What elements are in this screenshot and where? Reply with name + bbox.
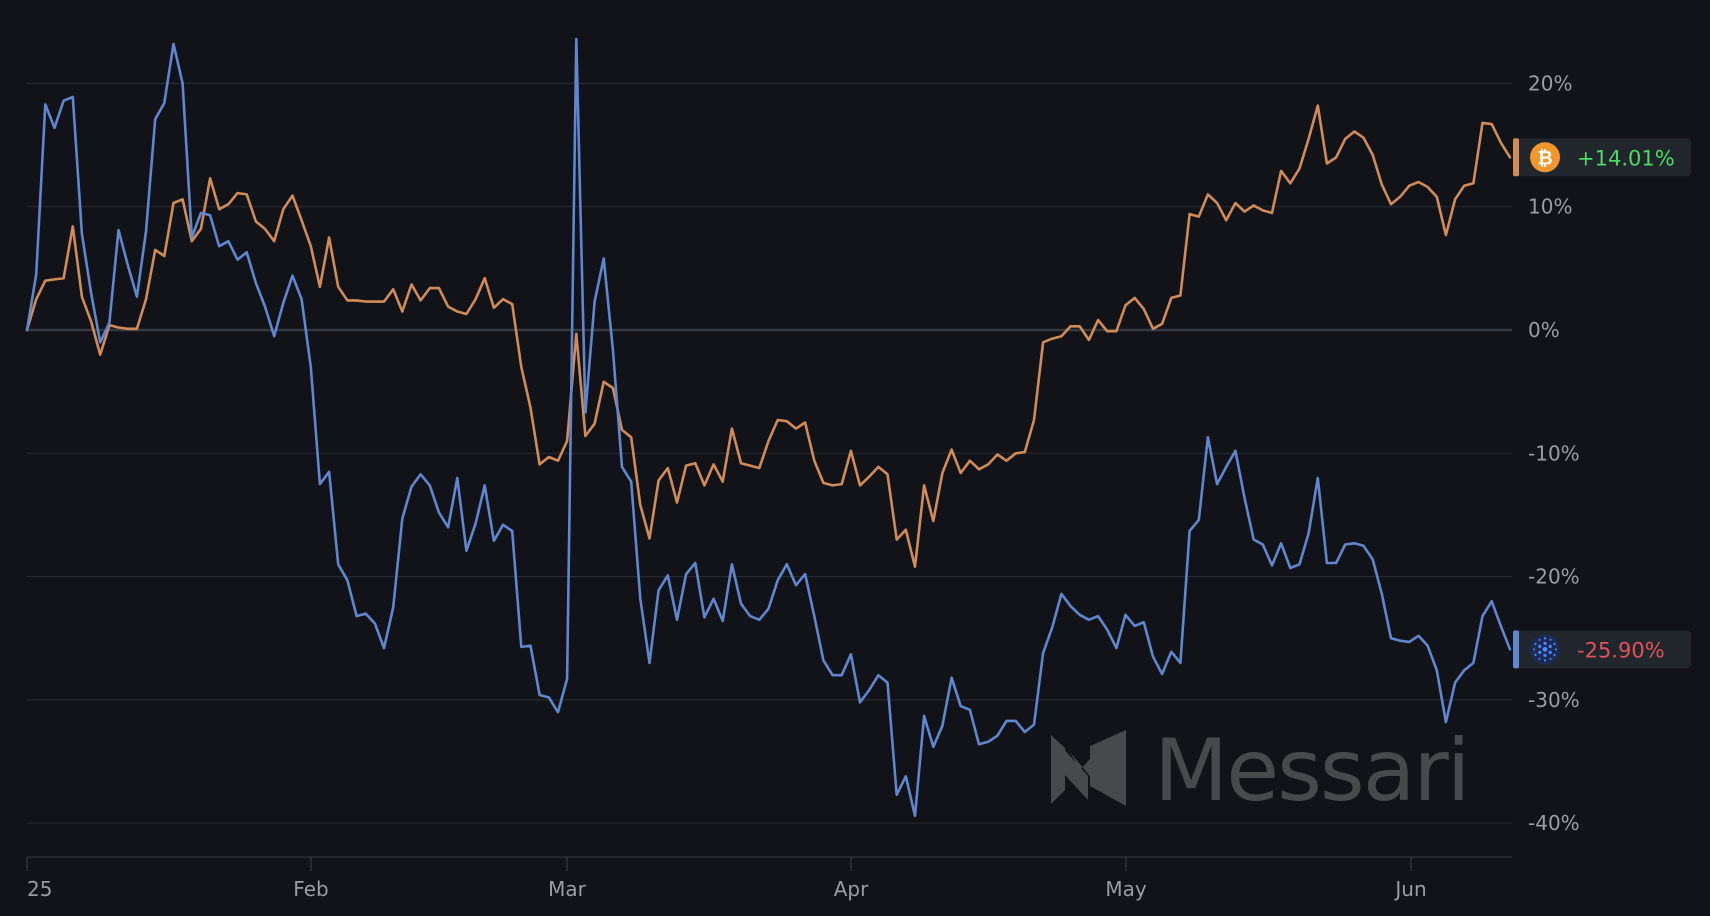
svg-text:₿: ₿	[1537, 147, 1552, 169]
x-tick-label: Jun	[1393, 877, 1426, 901]
x-tick-label: Apr	[834, 877, 869, 901]
btc-series-line	[25, 104, 1512, 568]
ada-badge-value: -25.90%	[1577, 638, 1665, 662]
y-axis-ticks: 20% 10% 0% -10% -20% -30% -40%	[1528, 71, 1580, 835]
y-tick-label: -40%	[1528, 811, 1580, 835]
bitcoin-icon: ₿	[1530, 142, 1560, 173]
y-tick-label: -20%	[1528, 565, 1580, 589]
x-tick-label: Feb	[293, 877, 328, 901]
value-badges: ₿ +14.01% -25.90%	[1513, 138, 1691, 669]
x-tick-label: May	[1105, 877, 1147, 901]
grid-lines	[27, 82, 1512, 824]
y-tick-label: -30%	[1528, 688, 1580, 712]
x-tick-label: 25	[27, 877, 52, 901]
btc-badge-value: +14.01%	[1577, 146, 1675, 170]
ada-series-line	[25, 37, 1512, 818]
badge-accent	[1513, 630, 1519, 669]
y-tick-label: 0%	[1528, 318, 1560, 342]
messari-logo-icon	[1051, 730, 1126, 806]
badge-background	[1513, 630, 1691, 669]
badge-background	[1513, 138, 1691, 177]
ada-value-badge: -25.90%	[1513, 630, 1691, 669]
x-axis-ticks: 25 Feb Mar Apr May Jun	[26, 856, 1512, 901]
y-tick-label: 10%	[1528, 195, 1572, 219]
y-tick-label: 20%	[1528, 71, 1572, 95]
btc-value-badge: ₿ +14.01%	[1513, 138, 1691, 177]
cardano-icon	[1530, 634, 1560, 665]
series-lines	[25, 37, 1512, 818]
y-tick-label: -10%	[1528, 441, 1580, 465]
x-tick-label: Mar	[548, 877, 587, 901]
watermark-text: Messari	[1154, 721, 1469, 821]
badge-accent	[1513, 138, 1519, 177]
messari-watermark: Messari	[1051, 721, 1471, 821]
